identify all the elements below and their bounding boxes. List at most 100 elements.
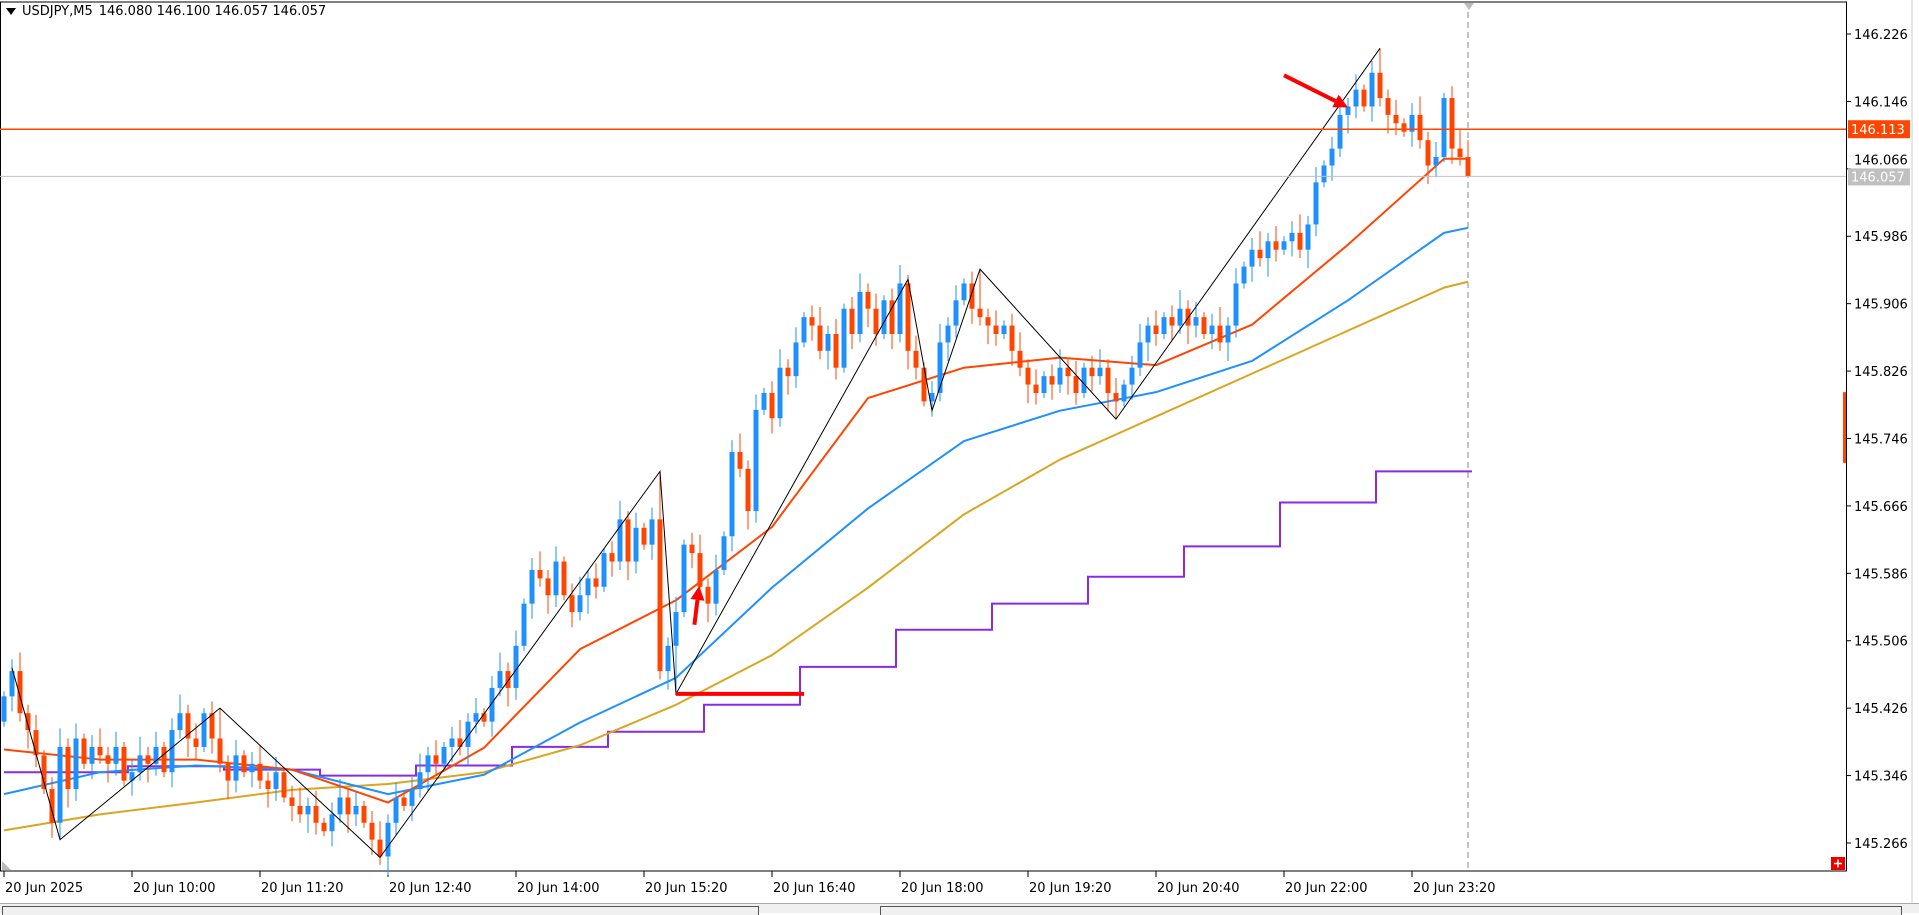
candle	[641, 527, 647, 545]
candle	[993, 325, 999, 335]
candle	[497, 671, 503, 688]
candle	[97, 746, 103, 756]
candle	[697, 553, 703, 587]
candle	[33, 730, 39, 756]
candle	[1321, 165, 1327, 183]
candle	[929, 392, 935, 402]
candle	[689, 544, 695, 554]
candle	[225, 763, 231, 781]
symbol-label: USDJPY,M5	[22, 4, 93, 19]
candle	[625, 519, 631, 562]
candle	[177, 713, 183, 731]
candle	[737, 451, 743, 469]
candle	[601, 553, 607, 587]
candle	[313, 805, 319, 823]
candle	[953, 300, 959, 326]
candle	[817, 325, 823, 351]
candle	[881, 300, 887, 335]
plot-area[interactable]	[0, 1, 1847, 872]
y-tick-label: 145.666	[1854, 500, 1908, 515]
candle	[1145, 325, 1151, 343]
candle	[1105, 367, 1111, 393]
candle	[825, 334, 831, 351]
candle	[1209, 325, 1215, 335]
candle	[233, 755, 239, 781]
candle	[857, 291, 863, 335]
candle	[169, 730, 175, 773]
moving-average-slow	[3, 280, 1469, 832]
candle	[449, 738, 455, 747]
candle	[1081, 367, 1087, 393]
candle	[1217, 325, 1223, 343]
candle	[49, 789, 55, 823]
candle	[1361, 89, 1367, 107]
candle	[1113, 392, 1119, 402]
candle	[1281, 241, 1287, 250]
candle	[1033, 384, 1039, 393]
candle	[401, 797, 407, 806]
x-tick-label: 20 Jun 19:20	[1029, 881, 1112, 896]
x-tick-label: 20 Jun 18:00	[901, 881, 984, 896]
candle	[561, 561, 567, 596]
x-tick-label: 20 Jun 10:00	[133, 881, 216, 896]
candle	[441, 746, 447, 764]
candle	[1057, 367, 1063, 385]
candle	[1345, 106, 1351, 115]
arrow-annotation[interactable]	[692, 599, 700, 625]
candle	[513, 645, 519, 688]
dropdown-triangle-icon[interactable]	[6, 8, 16, 15]
candle	[1097, 367, 1103, 377]
candle	[1305, 224, 1311, 250]
candle	[769, 392, 775, 419]
candle	[465, 721, 471, 747]
candle	[841, 308, 847, 368]
candle	[1153, 325, 1159, 335]
candle	[969, 283, 975, 309]
candle	[1417, 114, 1423, 141]
candle	[329, 814, 335, 832]
x-tick-label: 20 Jun 23:20	[1413, 881, 1496, 896]
candle	[1001, 325, 1007, 335]
chart-tab[interactable]	[2, 906, 759, 915]
candle	[1017, 350, 1023, 368]
candle	[25, 713, 31, 731]
candle	[321, 822, 327, 832]
candle	[1177, 308, 1183, 326]
candle	[1161, 317, 1167, 335]
candle	[505, 671, 511, 688]
ohlc-readout: 146.080 146.100 146.057 146.057	[98, 4, 327, 19]
y-tick-label: 145.906	[1854, 298, 1908, 313]
candle	[1065, 367, 1071, 377]
candle	[345, 797, 351, 815]
candle	[137, 755, 143, 773]
candle	[129, 772, 135, 781]
arrow-head-icon	[690, 585, 705, 601]
chart-shift-marker-icon[interactable]	[1464, 3, 1474, 10]
x-tick-label: 20 Jun 12:40	[389, 881, 472, 896]
chart-tab[interactable]	[880, 906, 1902, 915]
candle	[153, 746, 159, 764]
candle	[809, 317, 815, 326]
candle	[1129, 367, 1135, 385]
candle	[633, 527, 639, 562]
candle	[409, 789, 415, 806]
candle	[1409, 114, 1415, 132]
candle	[201, 713, 207, 747]
candle	[761, 392, 767, 410]
candle	[593, 578, 599, 587]
candle	[1249, 249, 1255, 267]
x-tick-label: 20 Jun 22:00	[1285, 881, 1368, 896]
arrow-annotation[interactable]	[1283, 73, 1337, 103]
candle	[57, 746, 63, 823]
candle	[161, 746, 167, 773]
candle	[921, 367, 927, 402]
chart-tabs-bar	[0, 903, 1919, 915]
candle	[281, 772, 287, 798]
candle	[1073, 376, 1079, 393]
candle	[545, 578, 551, 596]
candle	[249, 763, 255, 773]
candle	[1041, 376, 1047, 393]
candle	[121, 746, 127, 781]
candle	[729, 451, 735, 537]
